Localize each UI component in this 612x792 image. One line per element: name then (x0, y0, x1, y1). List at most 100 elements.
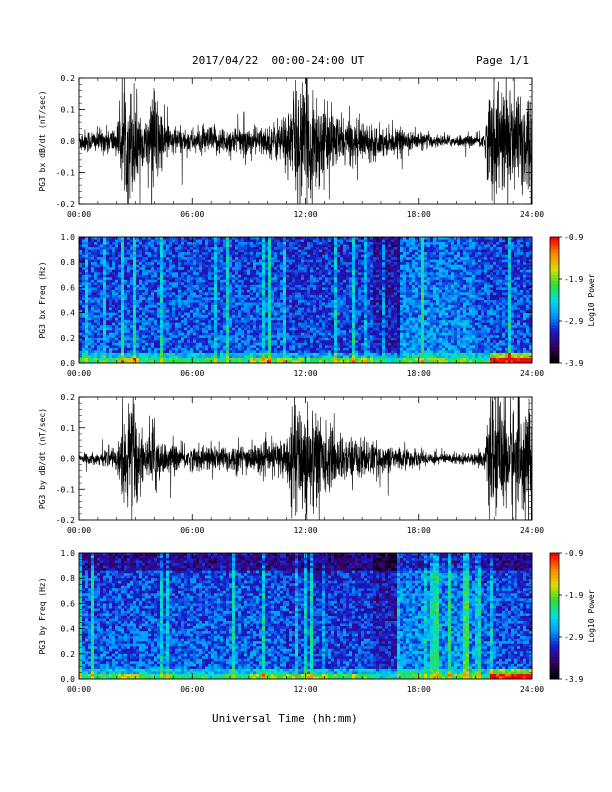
spectrogram-cell (220, 325, 224, 329)
spectrogram-cell (175, 297, 179, 301)
spectrogram-cell (343, 320, 347, 324)
spectrogram-cell (103, 327, 107, 331)
spectrogram-cell (181, 340, 185, 344)
spectrogram-cell (109, 302, 113, 306)
spectrogram-cell (169, 330, 173, 334)
spectrogram-cell (343, 247, 347, 250)
spectrogram-cell (208, 322, 212, 326)
spectrogram-cell (343, 342, 347, 346)
spectrogram-cell (241, 279, 245, 283)
spectrogram-cell (349, 244, 353, 248)
spectrogram-cell (217, 352, 221, 356)
spectrogram-cell (307, 289, 311, 293)
spectrogram-cell (85, 350, 89, 354)
spectrogram-cell (187, 264, 191, 268)
spectrogram-cell (316, 350, 320, 354)
spectrogram-cell (205, 307, 209, 311)
spectrogram-cell (217, 315, 221, 319)
spectrogram-cell (172, 322, 176, 326)
spectrogram-cell (91, 239, 95, 243)
spectrogram-cell (325, 254, 329, 258)
spectrogram-cell (295, 312, 299, 316)
spectrogram-cell (109, 274, 113, 278)
spectrogram-cell (292, 292, 296, 296)
spectrogram-cell (364, 254, 368, 258)
spectrogram-cell (358, 355, 362, 359)
spectrogram-cell (265, 277, 269, 281)
spectrogram-cell (82, 274, 86, 278)
spectrogram-cell (310, 249, 314, 253)
spectrogram-cell (199, 310, 203, 313)
spectrogram-cell (250, 277, 254, 281)
spectrogram-cell (343, 249, 347, 253)
spectrogram-cell (322, 297, 326, 301)
spectrogram-cell (271, 252, 275, 256)
spectrogram-cell (337, 360, 341, 364)
spectrogram-cell (361, 345, 365, 349)
spectrogram-cell (94, 352, 98, 356)
spectrogram-cell (88, 332, 92, 336)
spectrogram-cell (244, 300, 248, 303)
spectrogram-cell (163, 294, 167, 298)
spectrogram-cell (121, 345, 125, 349)
spectrogram-cell (103, 345, 107, 349)
spectrogram-cell (184, 262, 188, 266)
spectrogram-cell (121, 305, 125, 308)
spectrogram-cell (367, 345, 371, 349)
spectrogram-cell (322, 244, 326, 248)
spectrogram-cell (340, 242, 344, 245)
spectrogram-cell (298, 307, 302, 311)
spectrogram-cell (295, 307, 299, 311)
spectrogram-cell (235, 254, 239, 258)
spectrogram-cell (325, 332, 329, 336)
spectrogram-cell (265, 269, 269, 273)
spectrogram-cell (217, 327, 221, 331)
spectrogram-cell (121, 322, 125, 326)
spectrogram-cell (94, 347, 98, 351)
spectrogram-cell (199, 302, 203, 306)
spectrogram-cell (262, 282, 266, 286)
spectrogram-cell (139, 332, 143, 336)
spectrogram-cell (337, 347, 341, 351)
spectrogram-cell (172, 345, 176, 349)
spectrogram-cell (370, 262, 374, 266)
spectrogram-cell (343, 282, 347, 286)
spectrogram-cell (229, 322, 233, 326)
spectrogram-cell (193, 337, 197, 341)
spectrogram-cell (85, 237, 89, 240)
spectrogram-cell (274, 360, 278, 364)
spectrogram-cell (286, 355, 290, 359)
spectrogram-cell (154, 247, 158, 250)
spectrogram-cell (259, 300, 263, 303)
spectrogram-cell (190, 284, 194, 288)
spectrogram-cell (259, 267, 263, 271)
spectrogram-cell (106, 352, 110, 356)
spectrogram-cell (214, 315, 218, 319)
spectrogram-cell (79, 325, 83, 329)
spectrogram-cell (232, 242, 236, 245)
spectrogram-cell (313, 287, 317, 291)
spectrogram-cell (304, 247, 308, 250)
spectrogram-cell (235, 327, 239, 331)
spectrogram-cell (256, 342, 260, 346)
spectrogram-cell (124, 294, 128, 298)
spectrogram-cell (223, 317, 227, 321)
spectrogram-cell (196, 294, 200, 298)
spectrogram-cell (85, 315, 89, 319)
spectrogram-cell (367, 347, 371, 351)
spectrogram-cell (193, 277, 197, 281)
spectrogram-cell (274, 282, 278, 286)
spectrogram-cell (313, 249, 317, 253)
spectrogram-cell (280, 287, 284, 291)
spectrogram-cell (259, 357, 263, 361)
spectrogram-cell (178, 327, 182, 331)
spectrogram-cell (82, 350, 86, 354)
spectrogram-cell (217, 335, 221, 339)
spectrogram-cell (235, 252, 239, 256)
spectrogram-cell (268, 355, 272, 359)
spectrogram-cell (346, 254, 350, 258)
spectrogram-cell (166, 247, 170, 250)
spectrogram-cell (220, 345, 224, 349)
spectrogram-cell (241, 340, 245, 344)
spectrogram-cell (283, 249, 287, 253)
